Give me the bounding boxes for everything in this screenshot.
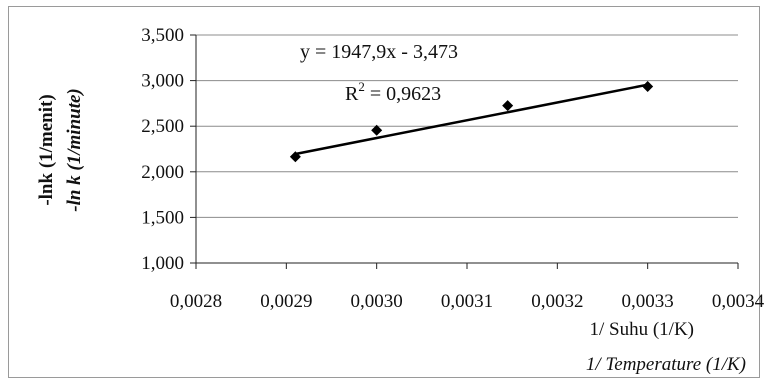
x-tick-label: 0,0031: [441, 291, 493, 312]
trendline-group: [295, 83, 648, 156]
axes: [190, 34, 739, 269]
x-tick-label: 0,0029: [260, 291, 312, 312]
y-tick-label: 3,000: [141, 71, 184, 92]
data-point-4: [642, 81, 654, 93]
x-axis-label-english: 1/ Temperature (1/K): [586, 354, 746, 375]
y-axis-label: -lnk (1/menit): [36, 94, 57, 205]
x-tick-label: 0,0033: [622, 291, 674, 312]
y-tick-label: 2,000: [141, 162, 184, 183]
trendline: [295, 83, 648, 156]
data-point-3: [502, 100, 514, 112]
y-tick-label: 2,500: [141, 116, 184, 137]
x-tick-label: 0,0028: [170, 291, 222, 312]
x-axis-label: 1/ Suhu (1/K): [590, 319, 695, 340]
data-point-1: [289, 151, 301, 163]
trendline-equation: y = 1947,9x - 3,473: [300, 41, 458, 63]
y-tick-label: 3,500: [141, 25, 184, 46]
data-point-2: [371, 124, 383, 136]
chart-frame: [8, 6, 760, 378]
r-squared-label: R2 = 0,9623: [345, 79, 441, 105]
x-tick-label: 0,0034: [712, 291, 765, 312]
y-tick-label: 1,500: [141, 207, 184, 228]
y-axis-label-english: -ln k (1/minute): [64, 88, 85, 212]
x-tick-label: 0,0030: [351, 291, 403, 312]
tick-labels: 1,000 1,500 2,000 2,500 3,000 3,500 0,0028 0,00…: [141, 25, 764, 312]
x-tick-label: 0,0032: [531, 291, 583, 312]
data-points: [289, 81, 654, 163]
y-tick-label: 1,000: [141, 253, 184, 274]
gridlines: [196, 34, 738, 218]
